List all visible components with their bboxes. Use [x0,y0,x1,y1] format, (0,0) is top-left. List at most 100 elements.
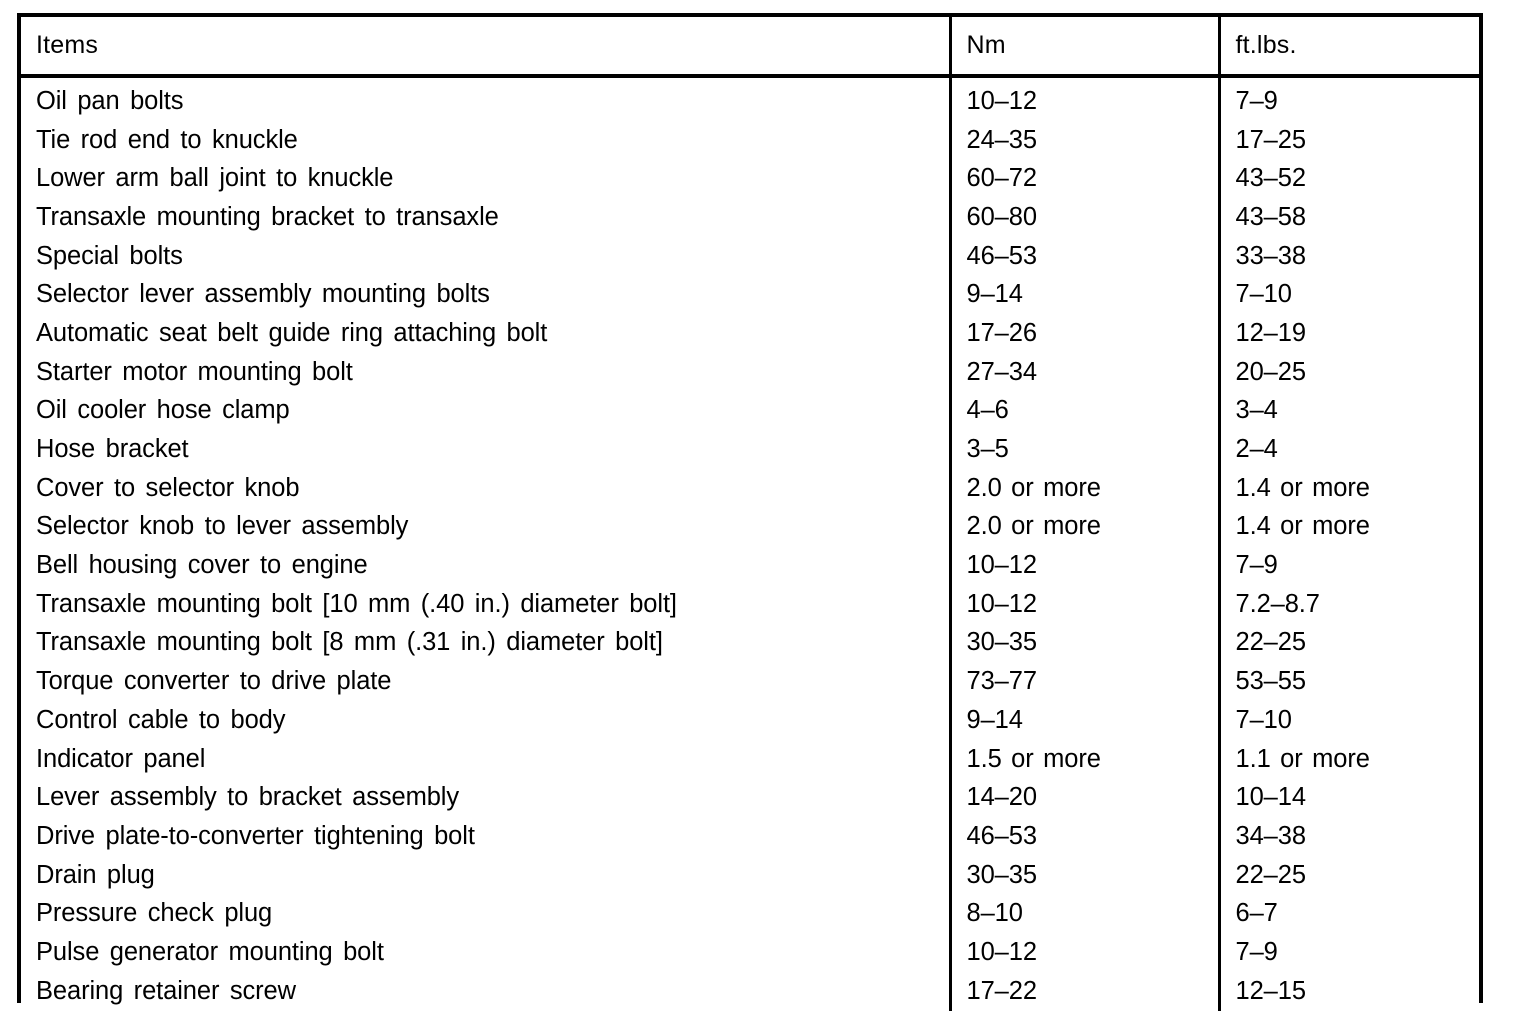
cell-nm: 10–12 [948,584,1219,624]
cell-ftlbs: 33–38 [1217,236,1479,276]
cell-item: Special bolts [21,236,950,276]
table-row: Pulse generator mounting bolt 10–12 7–9 [21,933,1479,972]
table-row: Pressure check plug 8–10 6–7 [21,894,1479,934]
cell-ftlbs: 17–25 [1217,120,1479,160]
cell-nm: 46–53 [948,817,1219,856]
cell-ftlbs: 1.4 or more [1217,468,1479,508]
cell-item: Oil pan bolts [21,76,950,121]
table-row: Transaxle mounting bolt [10 mm (.40 in.)… [21,584,1479,624]
table-row: Selector lever assembly mounting bolts 9–… [21,275,1479,315]
cell-nm: 27–34 [948,352,1219,392]
cell-nm: 30–35 [948,623,1219,663]
table-row: Bell housing cover to engine 10–12 7–9 [21,546,1479,585]
cell-ftlbs: 2–4 [1217,430,1479,469]
cell-item: Tie rod end to knuckle [21,120,950,160]
cell-nm: 14–20 [948,778,1219,818]
cell-nm: 60–80 [948,198,1219,237]
cell-item: Indicator panel [21,739,950,779]
cell-ftlbs: 7.2–8.7 [1217,584,1479,624]
cell-item: Pressure check plug [21,894,950,934]
cell-item: Selector lever assembly mounting bolts [21,275,950,315]
table-row: Torque converter to drive plate 73–77 53–5… [21,662,1479,701]
column-header-items: Items [21,17,950,78]
cell-item: Bell housing cover to engine [21,546,950,585]
table-row: Hose bracket 3–5 2–4 [21,430,1479,469]
table-row: Drain plug 30–35 22–25 [21,855,1479,895]
cell-item: Cover to selector knob [21,468,950,508]
table-row: Cover to selector knob 2.0 or more 1.4 or … [21,468,1479,508]
cell-item: Drain plug [21,855,950,895]
table-row: Special bolts 46–53 33–38 [21,236,1479,276]
cell-item: Selector knob to lever assembly [21,507,950,547]
cell-ftlbs: 6–7 [1217,894,1479,934]
cell-nm: 4–6 [948,391,1219,431]
cell-nm: 2.0 or more [948,507,1219,547]
cell-ftlbs: 1.1 or more [1217,739,1479,779]
table-row: Lower arm ball joint to knuckle 60–72 43–5… [21,159,1479,199]
table-row: Oil cooler hose clamp 4–6 3–4 [21,391,1479,431]
table-row: Indicator panel 1.5 or more 1.1 or more [21,739,1479,779]
cell-ftlbs: 7–10 [1217,275,1479,315]
cell-ftlbs: 7–10 [1217,701,1479,740]
table-row: Drive plate-to-converter tightening bolt… [21,817,1479,856]
cell-item: Drive plate-to-converter tightening bolt [21,817,950,856]
cell-item: Control cable to body [21,701,950,740]
cell-item: Transaxle mounting bolt [10 mm (.40 in.)… [21,584,950,624]
cell-nm: 10–12 [948,933,1219,972]
cell-item: Bearing retainer screw [21,971,950,1011]
cell-nm: 10–12 [948,546,1219,585]
cell-nm: 9–14 [948,275,1219,315]
cell-item: Oil cooler hose clamp [21,391,950,431]
cell-item: Starter motor mounting bolt [21,352,950,392]
table-row: Transaxle mounting bracket to transaxle 6… [21,198,1479,237]
cell-ftlbs: 53–55 [1217,662,1479,701]
cell-ftlbs: 1.4 or more [1217,507,1479,547]
cell-ftlbs: 22–25 [1217,623,1479,663]
cell-item: Pulse generator mounting bolt [21,933,950,972]
column-header-ftlbs: ft.lbs. [1217,17,1479,78]
cell-nm: 9–14 [948,701,1219,740]
cell-ftlbs: 43–52 [1217,159,1479,199]
cell-nm: 10–12 [948,76,1219,121]
cell-item: Lower arm ball joint to knuckle [21,159,950,199]
cell-ftlbs: 10–14 [1217,778,1479,818]
cell-ftlbs: 12–15 [1217,971,1479,1011]
cell-ftlbs: 20–25 [1217,352,1479,392]
table-row: Selector knob to lever assembly 2.0 or mo… [21,507,1479,547]
column-header-nm: Nm [948,17,1219,78]
table-header: Items Nm ft.lbs. [21,17,1479,78]
cell-ftlbs: 12–19 [1217,314,1479,353]
torque-specifications-table: Items Nm ft.lbs. Oil pan bolts 10–12 7–9 Ti… [17,13,1483,1011]
table-row: Tie rod end to knuckle 24–35 17–25 [21,120,1479,160]
cell-nm: 2.0 or more [948,468,1219,508]
cell-item: Transaxle mounting bolt [8 mm (.31 in.) … [21,623,950,663]
cell-item: Automatic seat belt guide ring attaching… [21,314,950,353]
cell-nm: 1.5 or more [948,739,1219,779]
cell-nm: 60–72 [948,159,1219,199]
cell-item: Lever assembly to bracket assembly [21,778,950,818]
header-row: Items Nm ft.lbs. [21,17,1479,78]
cell-item: Hose bracket [21,430,950,469]
cell-nm: 17–26 [948,314,1219,353]
cell-item: Transaxle mounting bracket to transaxle [21,198,950,237]
table-row: Automatic seat belt guide ring attaching… [21,314,1479,353]
table-body: Oil pan bolts 10–12 7–9 Tie rod end to knuc… [21,76,1479,1011]
cell-nm: 24–35 [948,120,1219,160]
cell-ftlbs: 3–4 [1217,391,1479,431]
cell-nm: 8–10 [948,894,1219,934]
table-row: Oil pan bolts 10–12 7–9 [21,76,1479,121]
cell-nm: 17–22 [948,971,1219,1011]
table-row: Control cable to body 9–14 7–10 [21,701,1479,740]
cell-ftlbs: 43–58 [1217,198,1479,237]
cell-nm: 30–35 [948,855,1219,895]
spec-table: Items Nm ft.lbs. Oil pan bolts 10–12 7–9 Ti… [21,17,1479,1011]
cell-ftlbs: 7–9 [1217,933,1479,972]
cell-ftlbs: 34–38 [1217,817,1479,856]
cell-ftlbs: 7–9 [1217,76,1479,121]
table-row: Bearing retainer screw 17–22 12–15 [21,971,1479,1011]
cell-ftlbs: 7–9 [1217,546,1479,585]
table-row: Starter motor mounting bolt 27–34 20–25 [21,352,1479,392]
cell-nm: 46–53 [948,236,1219,276]
cell-nm: 73–77 [948,662,1219,701]
